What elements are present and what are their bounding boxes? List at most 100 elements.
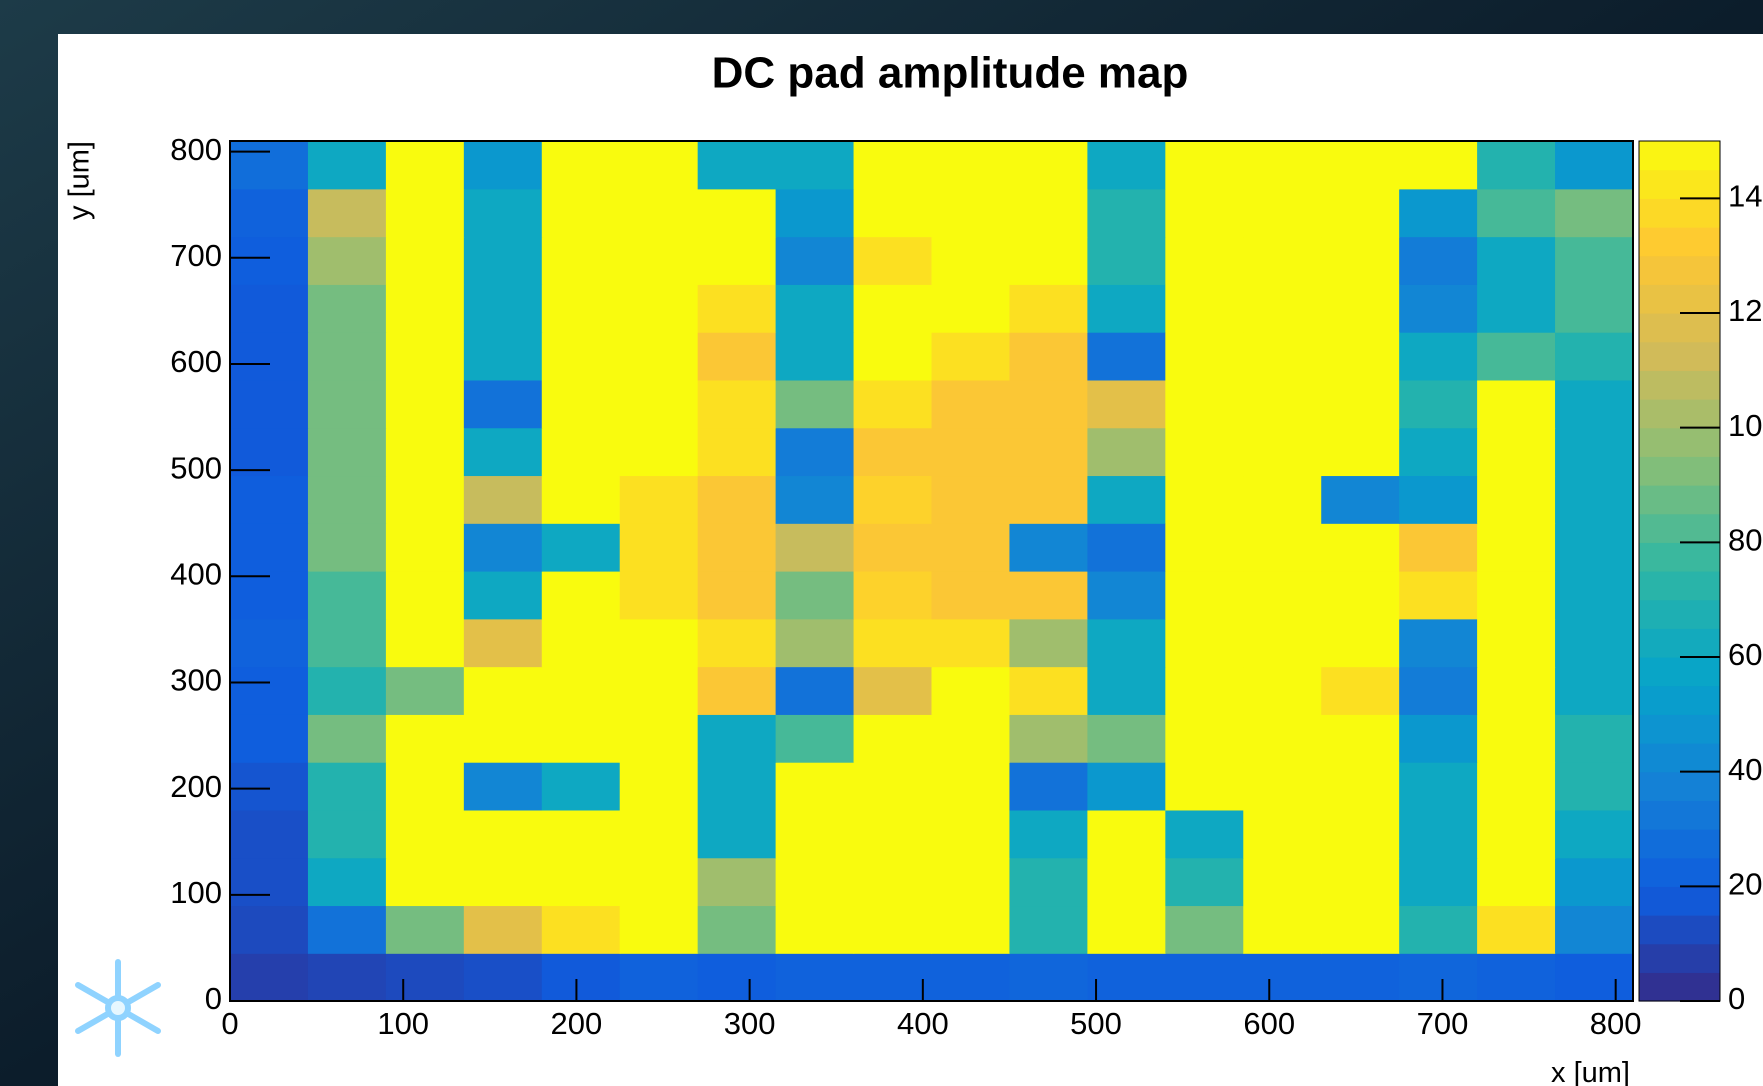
plot-frame xyxy=(229,140,1634,1002)
heatmap-cell xyxy=(385,379,465,429)
heatmap-cell xyxy=(1321,475,1400,524)
heatmap-cell xyxy=(1243,332,1322,381)
heatmap-cell xyxy=(1477,284,1556,333)
heatmap-cell xyxy=(619,905,699,954)
heatmap-cell xyxy=(230,809,309,859)
heatmap-cell xyxy=(385,762,465,811)
heatmap-cell xyxy=(541,475,621,524)
heatmap-cell xyxy=(931,666,1011,715)
heatmap-cell xyxy=(1399,809,1478,859)
heatmap-cell xyxy=(541,905,621,954)
snowflake-icon xyxy=(75,959,161,1057)
y-tick-label: 100 xyxy=(170,875,222,910)
heatmap-cell xyxy=(230,571,309,620)
heatmap-cell xyxy=(1009,809,1088,859)
heatmap-cell xyxy=(1009,714,1088,763)
heatmap-cell xyxy=(1399,523,1478,572)
heatmap-cell xyxy=(931,905,1011,954)
heatmap-cell xyxy=(385,857,465,907)
heatmap-cell xyxy=(463,618,543,668)
colorbar-band xyxy=(1639,255,1720,285)
heatmap-cell xyxy=(1009,284,1088,333)
heatmap-cell xyxy=(1087,762,1166,811)
heatmap-cell xyxy=(541,809,621,859)
heatmap-cell xyxy=(1477,141,1556,190)
heatmap-cell xyxy=(307,523,387,572)
heatmap-cell xyxy=(1399,666,1478,715)
heatmap-cell xyxy=(775,427,855,477)
colorbar-band xyxy=(1639,370,1720,400)
heatmap-cell xyxy=(463,714,543,763)
heatmap-cell xyxy=(1087,379,1166,429)
heatmap-cell xyxy=(463,379,543,429)
heatmap-cell xyxy=(1477,236,1556,285)
heatmap-cell xyxy=(1555,523,1634,572)
heatmap-cell xyxy=(1399,714,1478,763)
colorbar-band xyxy=(1639,714,1720,744)
heatmap-cell xyxy=(307,857,387,907)
heatmap-cell xyxy=(1087,905,1166,954)
heatmap-cell xyxy=(1243,857,1322,907)
colorbar-band xyxy=(1639,456,1720,486)
heatmap-cell xyxy=(230,332,309,381)
heatmap-cell xyxy=(463,666,543,715)
heatmap-cell xyxy=(463,953,543,1002)
heatmap-cell xyxy=(1243,236,1322,285)
heatmap-cell xyxy=(1009,332,1088,381)
colorbar-band xyxy=(1639,771,1720,801)
heatmap-cell xyxy=(697,332,777,381)
heatmap-cell xyxy=(1087,618,1166,668)
heatmap-cell xyxy=(697,666,777,715)
heatmap-cell xyxy=(1477,857,1556,907)
heatmap-cell xyxy=(1321,762,1400,811)
heatmap-cell xyxy=(230,379,309,429)
heatmap-cell xyxy=(1243,571,1322,620)
heatmap-cell xyxy=(1243,523,1322,572)
heatmap-cell xyxy=(853,618,933,668)
heatmap-cell xyxy=(697,427,777,477)
colorbar-band xyxy=(1639,972,1720,1002)
heatmap-cell xyxy=(931,284,1011,333)
heatmap-cell xyxy=(1477,188,1556,238)
heatmap-cell xyxy=(1477,427,1556,477)
heatmap-cell xyxy=(463,571,543,620)
heatmap-cell xyxy=(853,379,933,429)
heatmap-cell xyxy=(1477,809,1556,859)
heatmap-cell xyxy=(1399,762,1478,811)
colorbar-tick-label: 120 xyxy=(1728,293,1763,328)
heatmap-cell xyxy=(697,141,777,190)
heatmap-cell xyxy=(853,953,933,1002)
colorbar-band xyxy=(1639,599,1720,629)
heatmap-cell xyxy=(697,475,777,524)
heatmap-cell xyxy=(385,141,465,190)
heatmap-cell xyxy=(853,284,933,333)
heatmap-cell xyxy=(931,427,1011,477)
heatmap-cell xyxy=(1399,427,1478,477)
heatmap-cell xyxy=(463,905,543,954)
heatmap-cell xyxy=(307,284,387,333)
heatmap-cell xyxy=(1009,762,1088,811)
heatmap-cell xyxy=(307,714,387,763)
heatmap-cell xyxy=(1165,714,1244,763)
heatmap-cell xyxy=(463,284,543,333)
heatmap-cell xyxy=(541,953,621,1002)
heatmap-cell xyxy=(1087,523,1166,572)
heatmap-cell xyxy=(1321,188,1400,238)
heatmap-cell xyxy=(697,618,777,668)
heatmap-cell xyxy=(463,762,543,811)
heatmap-cell xyxy=(1321,714,1400,763)
heatmap-cell xyxy=(853,714,933,763)
heatmap-cell xyxy=(1477,475,1556,524)
heatmap-cell xyxy=(1243,475,1322,524)
heatmap-cell xyxy=(1009,618,1088,668)
heatmap-cell xyxy=(1321,571,1400,620)
heatmap-cell xyxy=(1321,809,1400,859)
heatmap-cell xyxy=(619,618,699,668)
heatmap-cell xyxy=(1477,905,1556,954)
x-tick-label: 800 xyxy=(1590,1006,1642,1041)
heatmap-cell xyxy=(1243,809,1322,859)
heatmap-cell xyxy=(1243,141,1322,190)
heatmap-cell xyxy=(385,953,465,1002)
heatmap-cell xyxy=(307,618,387,668)
heatmap-cell xyxy=(619,236,699,285)
